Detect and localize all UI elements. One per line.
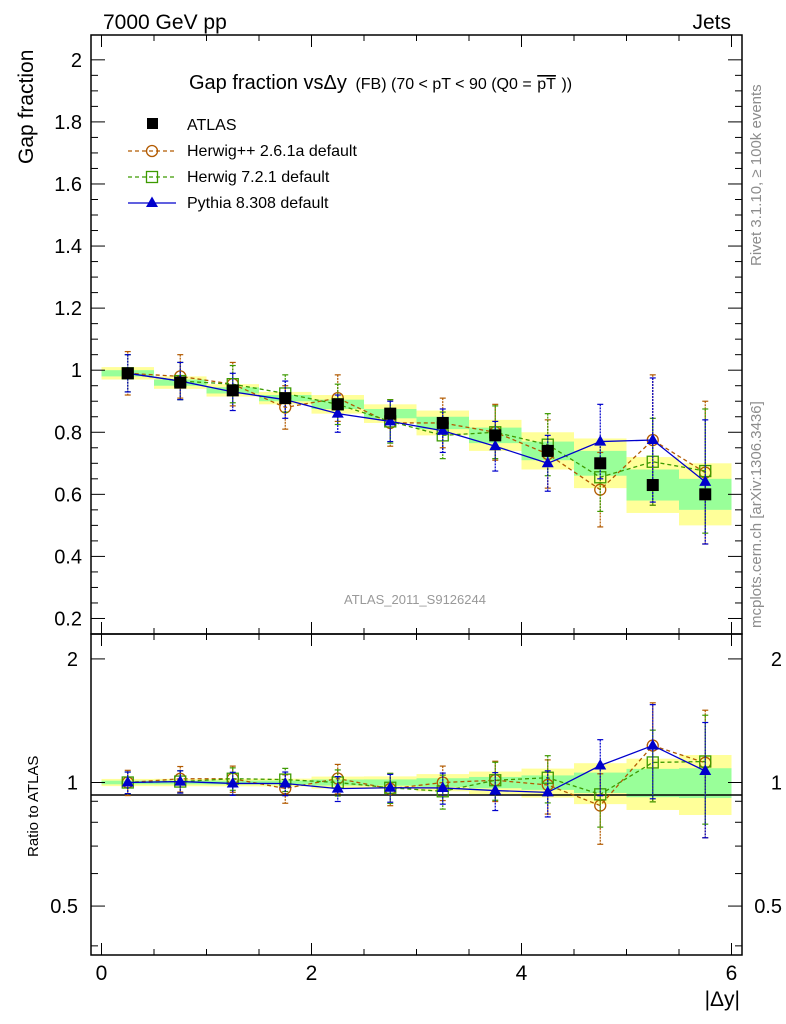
legend-label-herwig7: Herwig 7.2.1 default — [187, 169, 330, 186]
series-layer — [121, 350, 712, 545]
legend-label-pythia: Pythia 8.308 default — [187, 195, 329, 212]
pythia-point — [489, 439, 502, 451]
pythia-ratio-point — [279, 776, 292, 788]
pythia-point — [541, 456, 554, 468]
pythia-ratio-point — [331, 782, 344, 793]
pythia-ratio-point — [594, 759, 607, 770]
pythia-ratio-point — [541, 785, 554, 797]
y-tick-label: 0.4 — [54, 546, 82, 568]
herwig7-ratio-line — [127, 760, 706, 796]
pythia-ratio-point — [226, 776, 239, 788]
atlas-point — [226, 384, 239, 397]
atlas-point — [436, 416, 449, 429]
x-axis-label: |Δy| — [705, 988, 740, 1011]
pythia-ratio-line — [127, 744, 706, 794]
atlas-uncertainty-bands — [101, 367, 732, 526]
atlas-point — [594, 457, 607, 470]
atlas-point — [174, 376, 187, 389]
x-tick-label: 0 — [96, 962, 108, 985]
atlas-point — [646, 479, 659, 492]
herwig7-line — [127, 372, 706, 478]
y-tick-label: 1.2 — [54, 298, 82, 320]
pythia-line — [127, 372, 706, 483]
ratio-tick-label-right: 2 — [771, 649, 782, 671]
atlas-point — [279, 392, 292, 405]
legend-label-atlas: ATLAS — [187, 117, 237, 134]
ratio-tick-label: 1 — [67, 772, 78, 794]
ratio-tick-label-right: 1 — [771, 772, 782, 794]
legend-entry-herwigpp: Herwig++ 2.6.1a default — [128, 143, 357, 160]
legend-entry-pythia: Pythia 8.308 default — [128, 195, 329, 212]
pythia-ratio-point — [489, 784, 502, 795]
atlas-point — [384, 407, 397, 420]
y-tick-label: 1.4 — [54, 236, 82, 258]
pythia-ratio-point — [174, 775, 187, 786]
rivet-label: Rivet 3.1.10, ≥ 100k events — [748, 84, 765, 266]
y-tick-label: 0.8 — [54, 422, 82, 444]
pythia-ratio-point — [121, 775, 134, 787]
ratio-tick-label: 0.5 — [50, 896, 78, 918]
pythia-point — [646, 433, 659, 445]
y-tick-label: 1 — [71, 360, 82, 382]
legend-marker-herwig7 — [145, 170, 159, 184]
pythia-point — [594, 435, 607, 446]
atlas-point — [489, 429, 502, 442]
legend: ATLAS Herwig++ 2.6.1a default Herwig 7.2… — [128, 117, 357, 212]
pythia-point — [384, 414, 397, 426]
y-tick-label: 0.6 — [54, 484, 82, 506]
title-close: )) — [561, 76, 572, 93]
legend-marker-atlas — [147, 118, 158, 129]
x-tick-label: 2 — [306, 962, 318, 985]
y-tick-label: 1.6 — [54, 174, 82, 196]
y-tick-label: 2 — [71, 50, 82, 72]
herwigpp-line — [127, 372, 706, 491]
title-detail: (FB) (70 < pT < 90 (Q0 = — [355, 76, 531, 93]
axes: 0 2 4 6 0.2 0.4 0.6 0.8 1 1.2 1.4 1.6 1.8 2 0.5 0.5 1 1 2 2 — [50, 34, 782, 985]
pythia-point — [699, 475, 712, 486]
herwigpp-ratio-line — [127, 744, 706, 807]
ratio-tick-label: 2 — [67, 649, 78, 671]
legend-label-herwigpp: Herwig++ 2.6.1a default — [187, 143, 357, 160]
pythia-ratio-point — [699, 764, 712, 775]
atlas-point — [699, 488, 712, 501]
y-axis-label: Gap fraction — [15, 50, 38, 164]
pythia-ratio-point — [384, 781, 397, 792]
pythia-point — [436, 424, 449, 435]
ratio-series-layer — [121, 702, 712, 845]
legend-marker-herwigpp — [145, 144, 159, 158]
header-left: 7000 GeV pp — [103, 11, 227, 34]
legend-entry-herwig7: Herwig 7.2.1 default — [128, 169, 330, 186]
plot-title: Gap fraction vsΔy (FB) (70 < pT < 90 (Q0… — [189, 72, 572, 94]
legend-marker-pythia — [146, 196, 158, 207]
legend-entry-atlas: ATLAS — [147, 117, 237, 134]
svg-text:Gap fraction vsΔy (FB) (: Gap fraction vsΔy (FB) (70 < pT < 90 (Q0… — [189, 72, 572, 94]
header-right: Jets — [692, 11, 731, 34]
pythia-ratio-point — [436, 781, 449, 792]
mcplots-label: mcplots.cern.ch [arXiv:1306.3436] — [748, 401, 765, 628]
ratio-y-axis-label: Ratio to ATLAS — [25, 756, 42, 857]
x-tick-label: 6 — [726, 962, 738, 985]
atlas-data-points — [121, 367, 712, 501]
y-tick-label: 1.8 — [54, 112, 82, 134]
atlas-point — [541, 444, 554, 457]
watermark: ATLAS_2011_S9126244 — [344, 592, 486, 607]
pythia-ratio-point — [646, 739, 659, 750]
ratio-tick-label-right: 0.5 — [754, 896, 782, 918]
x-tick-label: 4 — [516, 962, 528, 985]
title-main: Gap fraction vsΔy — [189, 72, 347, 94]
atlas-point — [331, 398, 344, 411]
title-pt-bar: pT — [537, 76, 556, 93]
y-tick-label: 0.2 — [54, 608, 82, 630]
pythia-point — [331, 407, 344, 418]
atlas-point — [121, 367, 134, 380]
